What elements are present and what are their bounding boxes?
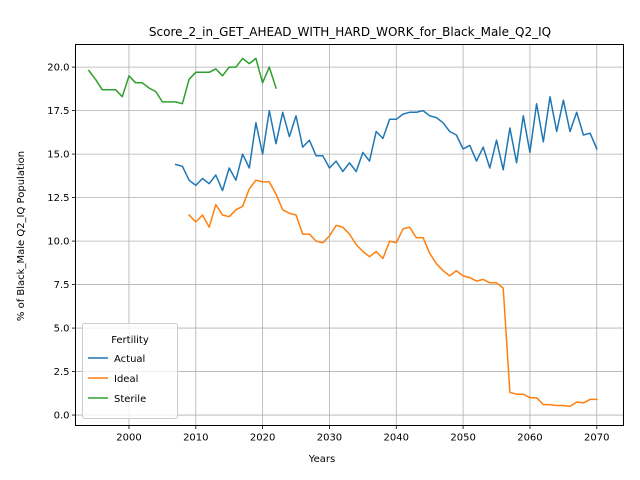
- legend-label-ideal: Ideal: [114, 374, 138, 385]
- y-tick-label: 20.0: [47, 63, 69, 74]
- legend-label-actual: Actual: [114, 354, 145, 365]
- y-tick-label: 2.5: [54, 367, 70, 378]
- y-tick-label: 12.5: [47, 193, 69, 204]
- x-axis: 2000 2010 2020 2030 2040 2050 2060 2070: [116, 425, 609, 444]
- x-tick-label: 2030: [317, 433, 342, 444]
- chart-title: Score_2_in_GET_AHEAD_WITH_HARD_WORK_for_…: [149, 25, 551, 39]
- plot-area-frame: [75, 44, 624, 426]
- series-lines: [87, 57, 598, 408]
- x-tick-label: 2060: [517, 433, 542, 444]
- y-tick-label: 0.0: [54, 411, 70, 422]
- x-tick-label: 2020: [250, 433, 275, 444]
- x-tick-label: 2040: [384, 433, 409, 444]
- series-line-sterile: [87, 57, 277, 105]
- x-tick-label: 2070: [584, 433, 609, 444]
- x-tick-label: 2050: [450, 433, 475, 444]
- legend: Fertility Actual Ideal Sterile: [82, 323, 178, 419]
- legend-box: [82, 323, 178, 419]
- x-tick-label: 2000: [116, 433, 141, 444]
- y-tick-label: 10.0: [47, 237, 69, 248]
- y-axis-label: % of Black_Male Q2_IQ Population: [16, 151, 27, 321]
- y-axis: 0.0 2.5 5.0 7.5 10.0 12.5 15.0 17.5 20.0: [47, 63, 76, 422]
- x-axis-label: Years: [308, 454, 335, 465]
- legend-title: Fertility: [111, 335, 149, 346]
- legend-label-sterile: Sterile: [114, 394, 146, 405]
- y-tick-label: 5.0: [54, 324, 70, 335]
- series-line-ideal: [188, 179, 598, 408]
- y-tick-label: 15.0: [47, 150, 69, 161]
- series-line-actual: [174, 95, 598, 192]
- x-tick-label: 2010: [183, 433, 208, 444]
- y-tick-label: 17.5: [47, 106, 69, 117]
- y-tick-label: 7.5: [54, 280, 70, 291]
